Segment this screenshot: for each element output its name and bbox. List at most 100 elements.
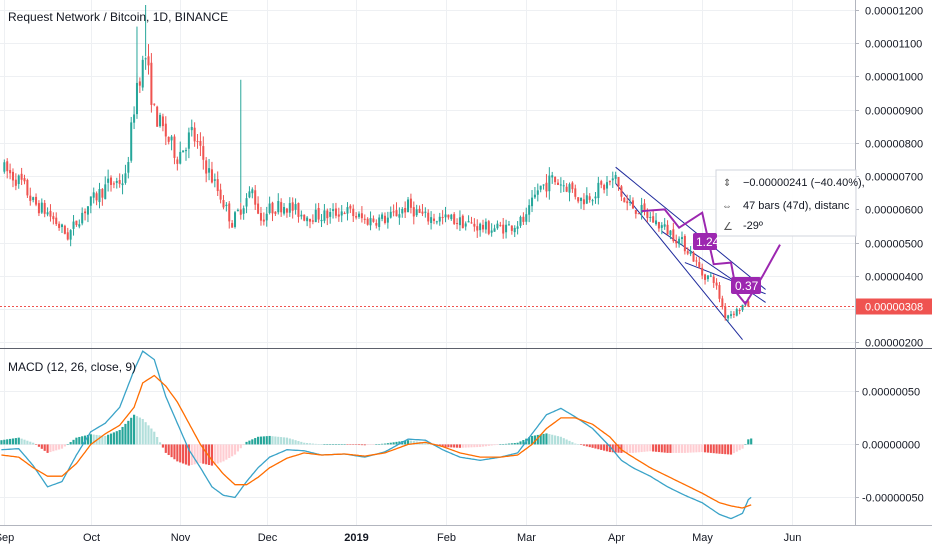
histogram-bar [383,443,387,445]
y-tick-label: 0.00001100 [865,39,922,51]
histogram-bar [450,444,453,448]
histogram-bar [346,444,349,445]
candle-body [182,150,185,153]
candle-body [300,214,303,217]
candle-body [216,179,219,192]
histogram-bar [124,423,127,445]
histogram-bar [628,444,632,453]
histogram-bar [11,438,15,445]
histogram-bar [193,444,196,465]
measure-angle-icon: ∠ [723,221,733,233]
histogram-bar [329,444,332,445]
candlestick-series [3,4,750,322]
candle-body [222,200,225,208]
histogram-bar [735,444,738,452]
histogram-bar [649,444,652,452]
histogram-bar [366,444,369,446]
candle-body [349,205,352,209]
macd-lines [1,350,752,520]
candle-body [363,218,366,220]
last-price-label: 0.00000308 [865,302,923,314]
histogram-bar [597,444,600,450]
histogram-bar [738,444,741,451]
histogram-bar [314,443,317,445]
candle-body [580,197,583,201]
histogram-bar [233,444,237,455]
candle-body [640,204,643,214]
candle-body [643,203,646,211]
candle-body [381,214,384,219]
histogram-bar [138,417,141,445]
x-tick-label: Dec [258,532,278,544]
histogram-bar [69,442,72,445]
histogram-bar [381,443,384,445]
candle-body [435,221,438,223]
candle-body [519,216,522,226]
histogram-bar [141,418,144,445]
histogram-bar [107,434,110,445]
candle-body [314,209,317,223]
histogram-bar [582,444,586,446]
candle-body [727,315,730,319]
candle-body [629,201,632,203]
candle-body [525,214,528,222]
candle-body [712,276,715,283]
candle-body [496,223,499,229]
candle-body [715,282,718,286]
histogram-bar [484,444,487,447]
candle-body [291,202,294,211]
histogram-bar [121,426,124,445]
y-tick-label: 0.00000600 [865,205,923,217]
candle-body [571,182,574,190]
ratio-badge-2: 0.37 [731,277,761,294]
ratio-label-2: 0.37 [735,279,759,293]
candle-body [63,225,66,234]
histogram-bar [683,444,686,453]
candle-body [675,240,678,244]
channel-lower-line [615,183,743,341]
candle-body [499,225,502,227]
candle-body [724,306,727,318]
candle-body [588,196,591,200]
histogram-bar [605,444,609,452]
candle-body [242,208,245,214]
histogram-bar [631,444,635,453]
histogram-bar [614,444,617,453]
candle-body [389,211,392,218]
candle-body [3,162,6,172]
candle-body [611,178,614,181]
candle-body [568,184,571,193]
candle-body [115,181,118,183]
candle-body [412,207,415,217]
candle-body [170,136,173,141]
histogram-bar [170,444,173,458]
candle-body [660,225,663,228]
candle-body [184,150,188,152]
histogram-bar [66,444,69,445]
y-tick-label: 0.00000700 [865,172,923,184]
candle-body [98,189,101,203]
histogram-bar [210,444,214,466]
candle-body [37,203,40,214]
candle-body [709,275,712,277]
candle-body [597,182,600,199]
candle-body [634,210,637,214]
histogram-bar [282,437,286,445]
histogram-bar [406,440,410,445]
candle-body [375,222,378,226]
candle-body [193,127,196,142]
candle-body [378,217,381,228]
histogram-bar [216,444,219,464]
measure-price-icon: ⇕ [723,178,731,189]
candle-body [176,159,179,164]
histogram-bar [306,443,309,445]
candle-body [326,210,329,219]
histogram-bar [182,444,185,464]
candle-body [288,203,291,213]
histogram-bar [196,444,199,464]
candle-body [84,211,87,214]
histogram-bar [219,444,222,463]
candle-body [444,214,447,218]
candle-body [655,220,658,225]
candle-body [473,223,476,227]
